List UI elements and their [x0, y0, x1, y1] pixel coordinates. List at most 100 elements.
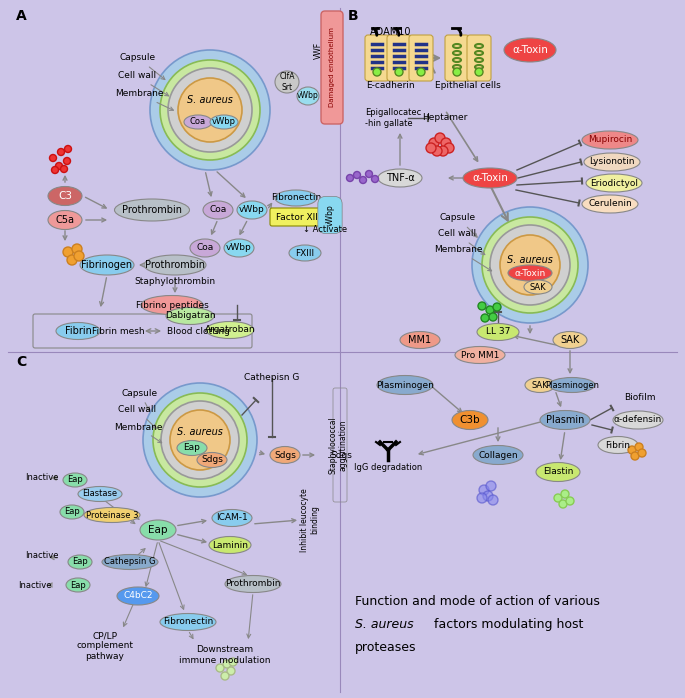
- Text: Membrane: Membrane: [114, 422, 162, 443]
- Text: CP/LP
complement
pathway: CP/LP complement pathway: [77, 631, 134, 661]
- Circle shape: [489, 313, 497, 321]
- Circle shape: [67, 255, 77, 265]
- Circle shape: [561, 490, 569, 498]
- Text: Cell wall: Cell wall: [438, 230, 485, 255]
- Text: vWbp: vWbp: [226, 244, 252, 253]
- Text: Elastase: Elastase: [82, 489, 118, 498]
- Text: Membrane: Membrane: [434, 246, 492, 271]
- Circle shape: [63, 247, 73, 257]
- Ellipse shape: [598, 436, 638, 454]
- Ellipse shape: [209, 537, 251, 554]
- FancyBboxPatch shape: [270, 208, 326, 226]
- Circle shape: [49, 154, 56, 161]
- Text: Eap: Eap: [72, 558, 88, 567]
- Text: Epithelial cells: Epithelial cells: [435, 82, 501, 91]
- Text: Cathepisn G: Cathepisn G: [245, 373, 299, 383]
- Ellipse shape: [177, 440, 207, 456]
- Ellipse shape: [508, 265, 552, 281]
- Text: vWbp: vWbp: [239, 205, 265, 214]
- Text: Collagen: Collagen: [478, 450, 518, 459]
- Circle shape: [566, 497, 574, 505]
- Text: SAK: SAK: [532, 380, 548, 389]
- Text: Staphylococcal
agglutination: Staphylococcal agglutination: [328, 416, 348, 474]
- Circle shape: [51, 167, 58, 174]
- Circle shape: [64, 145, 71, 152]
- Text: Dabigatran: Dabigatran: [164, 311, 215, 320]
- Circle shape: [58, 149, 64, 156]
- Circle shape: [478, 302, 486, 310]
- Text: Plasmin: Plasmin: [546, 415, 584, 425]
- Text: α-Toxin: α-Toxin: [512, 45, 548, 55]
- Ellipse shape: [184, 115, 212, 129]
- Text: Eap: Eap: [67, 475, 83, 484]
- Text: Staphylothrombin: Staphylothrombin: [134, 278, 216, 286]
- Text: Sdgs: Sdgs: [330, 450, 352, 459]
- Text: Coa: Coa: [190, 117, 206, 126]
- Text: Mupirocin: Mupirocin: [588, 135, 632, 144]
- Text: SAK: SAK: [530, 283, 547, 292]
- Circle shape: [64, 158, 71, 165]
- Circle shape: [143, 383, 257, 497]
- Ellipse shape: [68, 555, 92, 569]
- Ellipse shape: [536, 463, 580, 482]
- Text: Epigallocatec
-hin gallate: Epigallocatec -hin gallate: [365, 108, 421, 128]
- Ellipse shape: [586, 174, 642, 192]
- Ellipse shape: [613, 411, 663, 429]
- Circle shape: [486, 481, 496, 491]
- Text: Function and mode of action of various: Function and mode of action of various: [355, 595, 600, 608]
- Text: Cathepsin G: Cathepsin G: [104, 558, 155, 567]
- Text: factors modulating host: factors modulating host: [430, 618, 584, 631]
- Ellipse shape: [377, 376, 433, 394]
- Ellipse shape: [224, 239, 254, 257]
- Text: Fibrin mesh: Fibrin mesh: [92, 327, 145, 336]
- Ellipse shape: [582, 131, 638, 149]
- Circle shape: [488, 495, 498, 505]
- Ellipse shape: [84, 507, 140, 523]
- Text: Factor XIII: Factor XIII: [276, 212, 321, 221]
- Text: Fibrino peptides: Fibrino peptides: [136, 301, 208, 309]
- Circle shape: [435, 133, 445, 143]
- Text: Biofilm: Biofilm: [624, 394, 656, 403]
- Text: TNF-α: TNF-α: [386, 173, 414, 183]
- Circle shape: [483, 491, 493, 501]
- Text: α-defensin: α-defensin: [614, 415, 662, 424]
- Text: Elastin: Elastin: [543, 468, 573, 477]
- Ellipse shape: [141, 295, 203, 315]
- Ellipse shape: [144, 255, 206, 275]
- Text: ↓ Activate: ↓ Activate: [303, 225, 347, 234]
- Circle shape: [223, 660, 231, 668]
- Text: Sdgs: Sdgs: [201, 456, 223, 464]
- Text: vWbp: vWbp: [212, 117, 236, 126]
- Text: ClfA
Srt: ClfA Srt: [279, 73, 295, 91]
- Text: MM1: MM1: [408, 335, 432, 345]
- Ellipse shape: [270, 447, 300, 463]
- Ellipse shape: [190, 239, 220, 257]
- Ellipse shape: [275, 190, 317, 206]
- Ellipse shape: [48, 186, 82, 205]
- FancyBboxPatch shape: [387, 35, 411, 81]
- Text: Sdgs: Sdgs: [274, 450, 296, 459]
- Text: B: B: [348, 9, 359, 23]
- Circle shape: [477, 493, 487, 503]
- Text: Eap: Eap: [148, 525, 168, 535]
- Text: Blood clotting: Blood clotting: [166, 327, 229, 336]
- Text: Capsule: Capsule: [122, 389, 158, 410]
- Circle shape: [559, 500, 567, 508]
- Ellipse shape: [582, 195, 638, 213]
- Text: C: C: [16, 355, 26, 369]
- Ellipse shape: [289, 245, 321, 261]
- Circle shape: [472, 207, 588, 323]
- Ellipse shape: [114, 199, 190, 221]
- Text: Coa: Coa: [197, 244, 214, 253]
- Text: vWbp: vWbp: [297, 91, 319, 101]
- Circle shape: [444, 143, 454, 153]
- Circle shape: [170, 410, 230, 470]
- Ellipse shape: [553, 332, 587, 348]
- Circle shape: [479, 485, 489, 495]
- Text: IgG degradation: IgG degradation: [354, 463, 422, 472]
- Circle shape: [628, 446, 636, 454]
- Ellipse shape: [540, 410, 590, 429]
- Ellipse shape: [473, 445, 523, 464]
- Text: Plasminogen: Plasminogen: [376, 380, 434, 389]
- Text: Eap: Eap: [64, 507, 80, 517]
